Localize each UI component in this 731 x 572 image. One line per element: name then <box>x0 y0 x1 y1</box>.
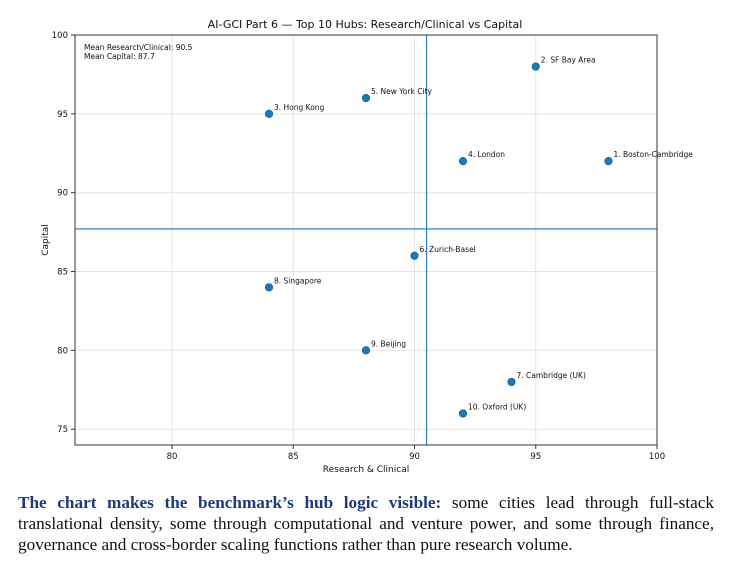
y-tick-label: 100 <box>52 31 68 41</box>
data-point-label: 1. Boston-Cambridge <box>614 150 694 159</box>
data-point-label: 2. SF Bay Area <box>541 56 596 65</box>
y-tick-label: 90 <box>57 189 68 199</box>
data-point-label: 10. Oxford (UK) <box>468 402 526 411</box>
data-point <box>458 157 468 166</box>
y-axis-label: Capital <box>41 224 51 256</box>
data-point-label: 9. Beijing <box>371 339 406 348</box>
point-labels: 1. Boston-Cambridge 2. SF Bay Area 3. Hong… <box>274 56 693 412</box>
data-point-label: 7. Cambridge (UK) <box>517 371 586 380</box>
data-point <box>604 157 613 166</box>
data-point-label: 3. Hong Kong <box>274 103 325 112</box>
x-tick-label: 90 <box>409 452 420 462</box>
plot-area-frame <box>74 34 658 446</box>
scatter-chart: AI-GCI Part 6 — Top 10 Hubs: Research/Cl… <box>41 18 693 475</box>
data-point <box>458 409 468 418</box>
x-tick-label: 100 <box>649 452 665 462</box>
data-point-label: 8. Singapore <box>274 276 322 285</box>
x-tick-label: 80 <box>167 452 178 462</box>
x-axis-label: Research & Clinical <box>323 465 409 475</box>
chart-caption: The chart makes the benchmark’s hub logi… <box>18 492 714 555</box>
caption-body: some cities lead through full-stack tran… <box>18 493 714 554</box>
data-point <box>361 346 371 355</box>
data-point <box>361 93 371 103</box>
mean-research-annotation: Mean Research/Clinical: 90.5 <box>84 43 193 52</box>
y-tick-label: 80 <box>57 346 68 356</box>
data-point-label: 6. Zurich-Basel <box>420 245 476 254</box>
data-point <box>264 109 274 118</box>
data-point <box>264 283 274 292</box>
x-tick-label: 95 <box>530 452 541 462</box>
y-tick-label: 95 <box>57 110 68 120</box>
data-point <box>531 62 540 71</box>
axis-ticks: 80 85 90 95 100 75 80 85 90 95 100 <box>52 31 665 462</box>
y-tick-label: 75 <box>57 425 68 435</box>
caption-lead: The chart makes the benchmark’s hub logi… <box>18 493 442 512</box>
x-tick-label: 85 <box>288 452 299 462</box>
mean-lines <box>75 35 657 445</box>
data-points <box>264 62 613 418</box>
mean-capital-annotation: Mean Capital: 87.7 <box>84 52 155 61</box>
chart-title: AI-GCI Part 6 — Top 10 Hubs: Research/Cl… <box>208 18 523 31</box>
data-point <box>507 377 516 387</box>
data-point <box>410 251 419 260</box>
data-point-label: 5. New York City <box>371 87 433 96</box>
y-tick-label: 85 <box>57 268 68 278</box>
data-point-label: 4. London <box>468 150 505 159</box>
